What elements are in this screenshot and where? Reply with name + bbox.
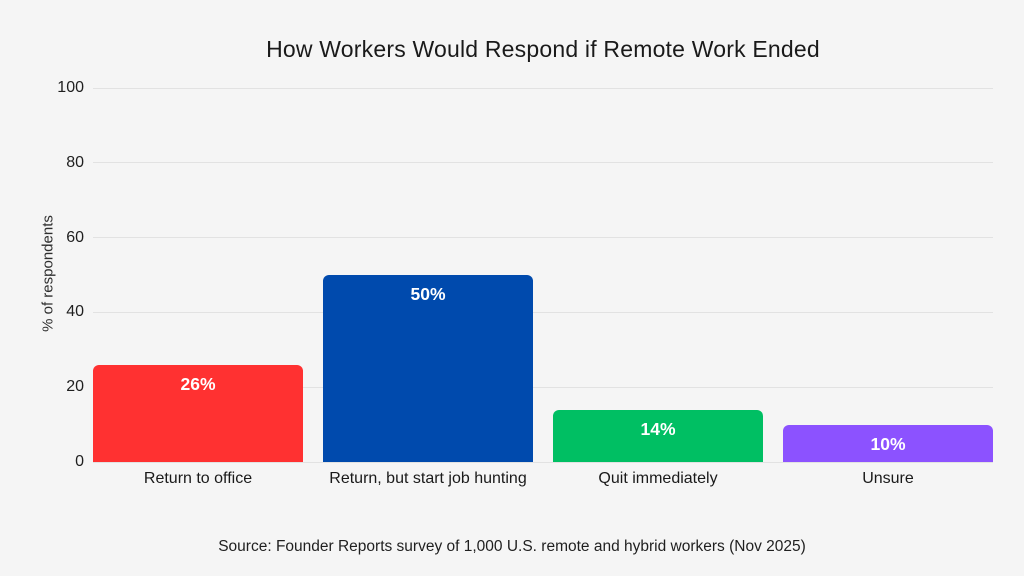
bar-0: 26%: [93, 364, 303, 462]
source-note: Source: Founder Reports survey of 1,000 …: [218, 538, 806, 555]
x-category-label-2: Quit immediately: [598, 470, 718, 487]
y-axis-label: % of respondents: [39, 215, 57, 332]
gridline-80: [93, 162, 993, 164]
gridline-0: [93, 461, 993, 463]
y-tick-label-100: 100: [57, 79, 84, 96]
x-category-label-1: Return, but start job hunting: [329, 470, 527, 487]
y-tick-label-20: 20: [66, 378, 84, 396]
y-tick-label-0: 0: [75, 453, 84, 470]
y-tick-label-40: 40: [66, 303, 84, 321]
bar-3: 10%: [783, 424, 993, 462]
chart-title: How Workers Would Respond if Remote Work…: [266, 36, 820, 62]
bar-value-label-2: 14%: [640, 418, 676, 439]
gridline-60: [93, 237, 993, 239]
bar-value-label-0: 26%: [180, 373, 216, 394]
y-tick-label-80: 80: [66, 153, 84, 171]
x-category-label-0: Return to office: [143, 470, 253, 487]
gridline-20: [93, 386, 993, 388]
gridline-40: [93, 311, 993, 313]
bar-value-label-3: 10%: [870, 433, 906, 454]
y-tick-label-60: 60: [66, 228, 84, 246]
gridline-100: [93, 87, 993, 89]
bar-1: 50%: [323, 275, 533, 462]
bar-2: 14%: [553, 409, 763, 462]
plot-area: 26% 50% 14% 10%: [93, 87, 993, 463]
bar-value-label-1: 50%: [410, 284, 446, 304]
x-category-label-3: Unsure: [862, 470, 914, 487]
